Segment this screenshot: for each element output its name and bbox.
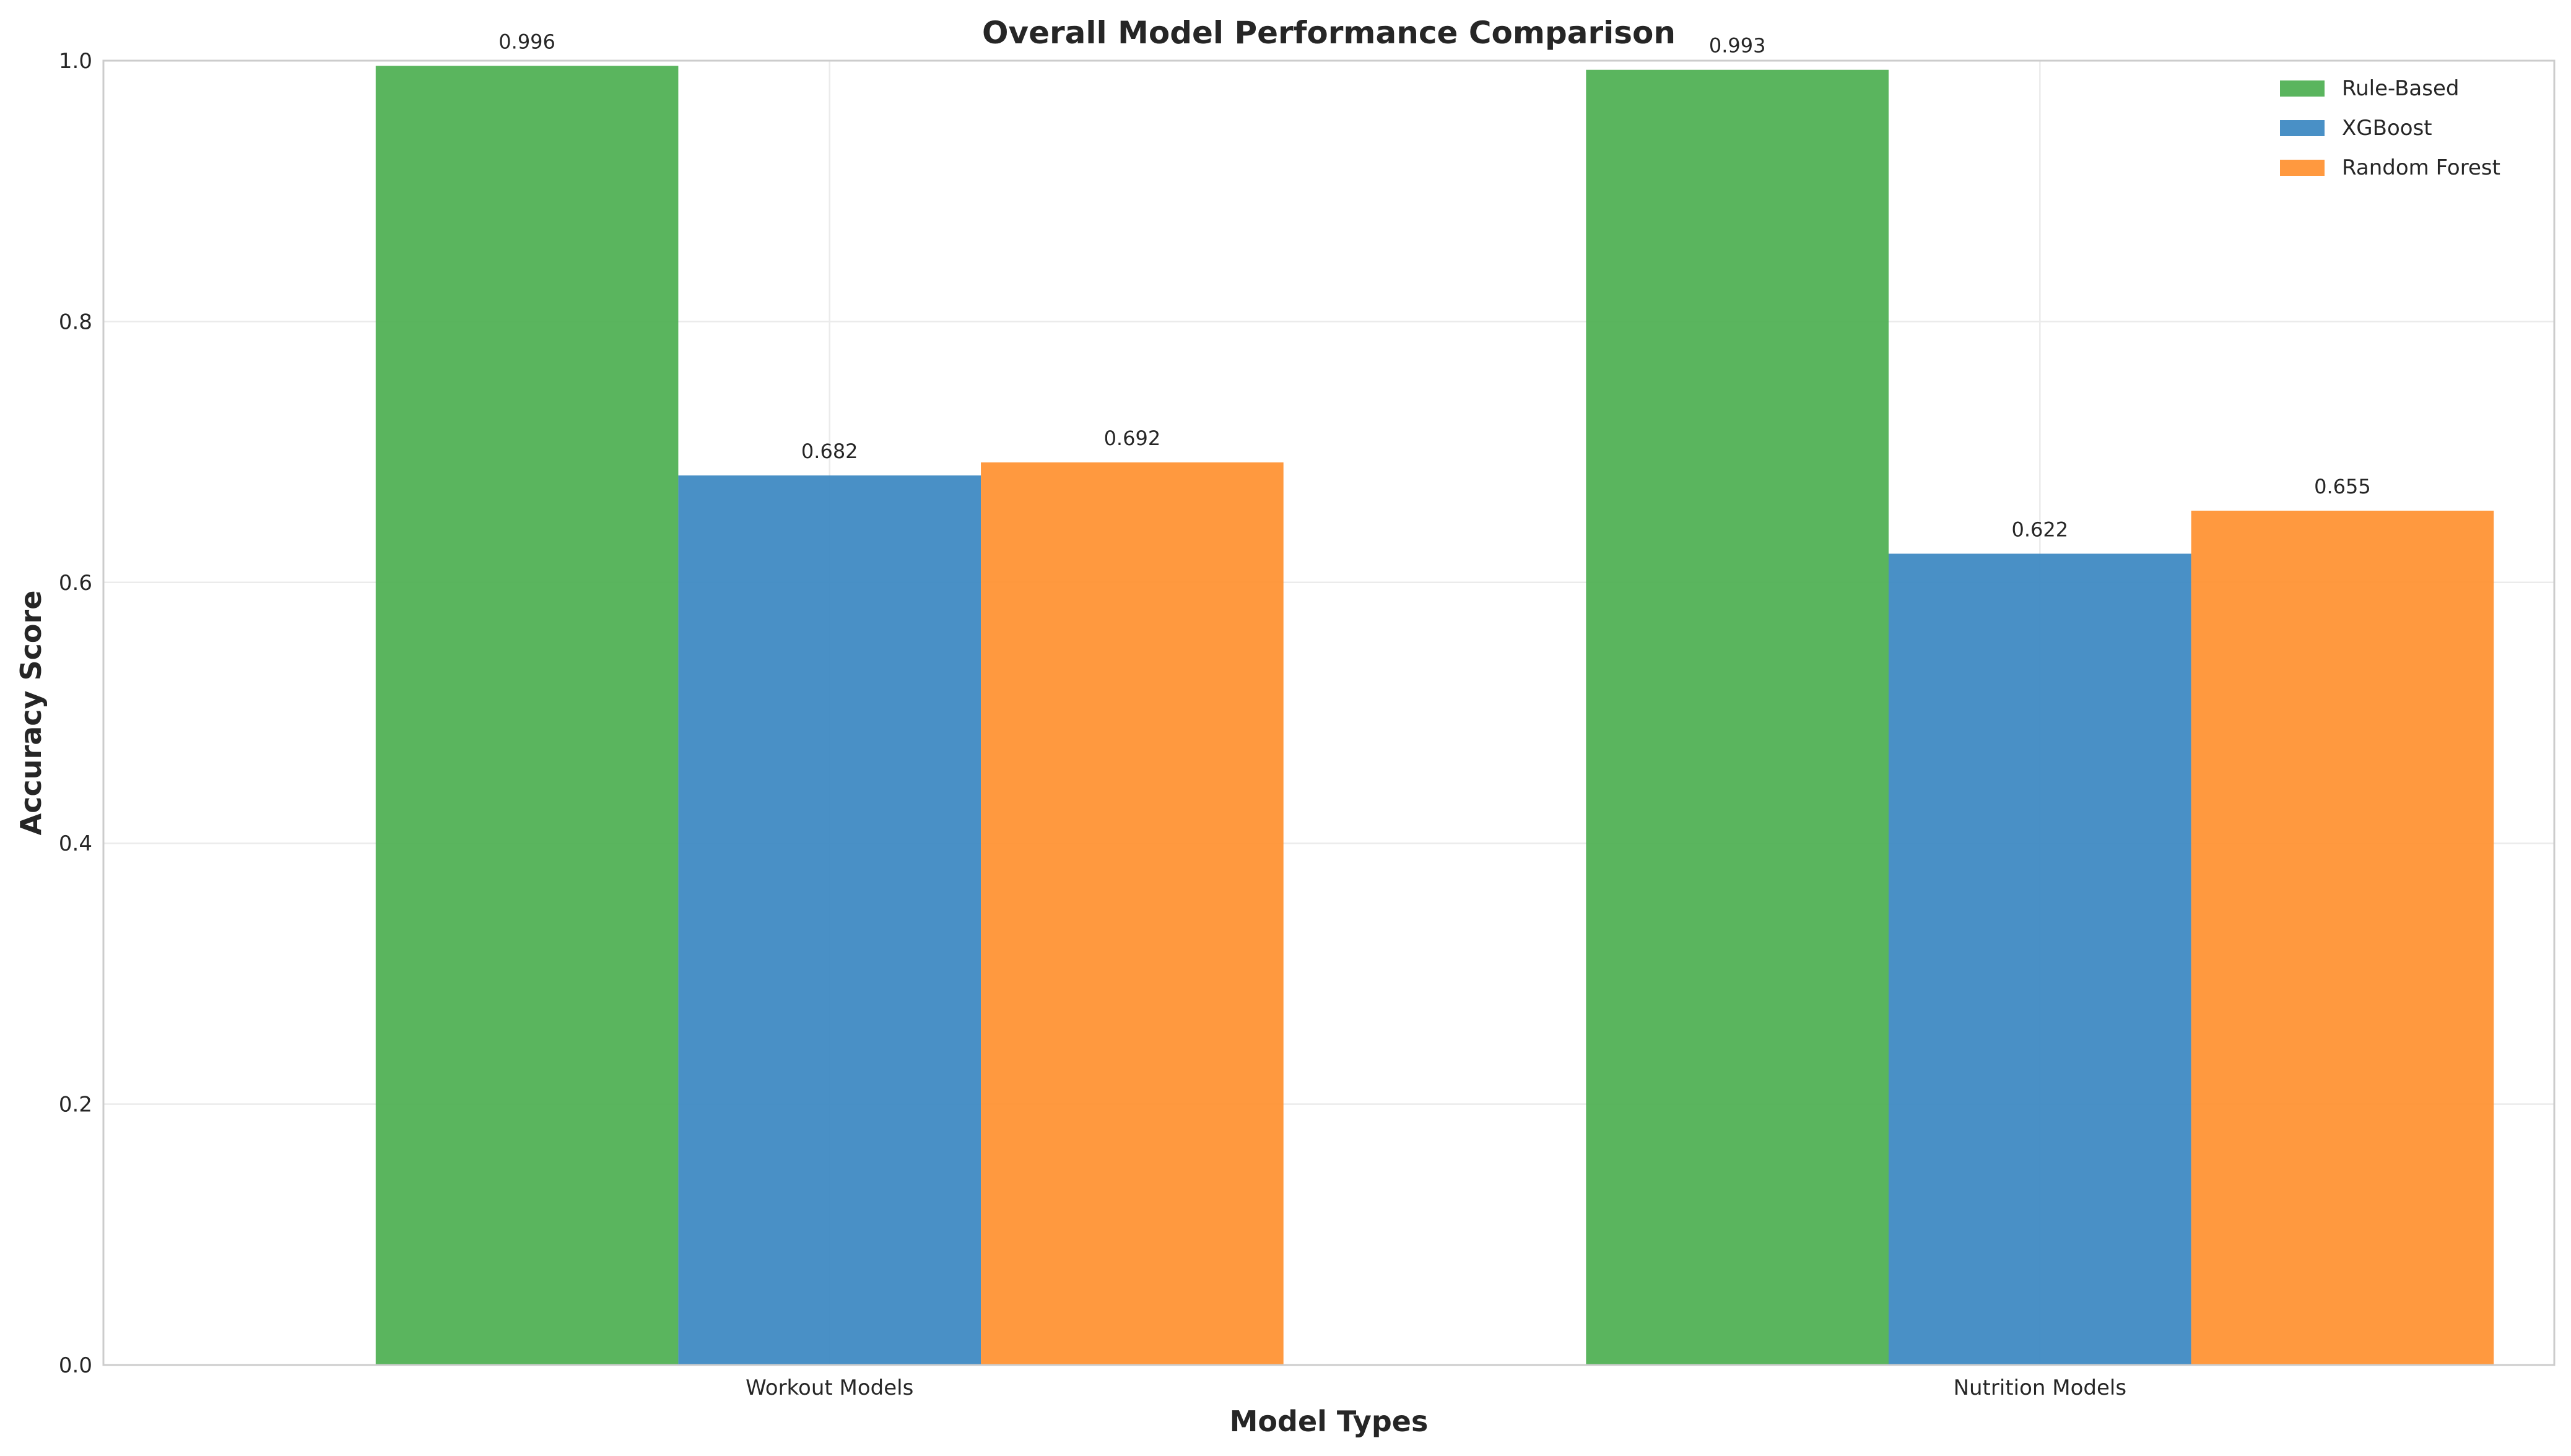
x-tick-label: Workout Models — [746, 1376, 913, 1400]
bar-random-forest — [2191, 510, 2494, 1365]
bar-value-label: 0.682 — [801, 440, 858, 463]
bar-random-forest — [981, 462, 1284, 1365]
data-labels: 0.996 0.993 0.682 0.622 0.692 0.655 — [498, 30, 2370, 541]
legend-label: Rule-Based — [2342, 76, 2459, 101]
legend-swatch — [2280, 80, 2325, 97]
y-tick-label: 0.2 — [59, 1093, 92, 1117]
y-tick-label: 0.4 — [59, 831, 92, 856]
legend-label: Random Forest — [2342, 155, 2500, 180]
bar-rule-based — [375, 66, 679, 1366]
y-axis-title: Accuracy Score — [14, 591, 48, 836]
bar-value-label: 0.655 — [2314, 475, 2371, 498]
legend: Rule-Based XGBoost Random Forest — [2280, 76, 2500, 180]
bar-xgboost — [1888, 553, 2191, 1365]
bar-value-label: 0.692 — [1104, 427, 1161, 450]
y-tick-label: 0.6 — [59, 571, 92, 596]
x-axis-ticks: Workout Models Nutrition Models — [746, 1376, 2126, 1400]
x-tick-label: Nutrition Models — [1954, 1376, 2126, 1400]
plot-frame — [102, 59, 2556, 1366]
bar-xgboost — [678, 475, 981, 1365]
bars — [375, 66, 2494, 1366]
bar-value-label: 0.996 — [498, 30, 555, 53]
bar-rule-based — [1586, 69, 1889, 1365]
legend-swatch — [2280, 160, 2325, 176]
y-axis-ticks: 0.0 0.2 0.4 0.6 0.8 1.0 — [59, 49, 92, 1378]
x-axis-title: Model Types — [1230, 1405, 1429, 1438]
y-tick-label: 0.8 — [59, 310, 92, 334]
legend-label: XGBoost — [2342, 116, 2432, 141]
legend-swatch — [2280, 120, 2325, 136]
bar-value-label: 0.993 — [1709, 34, 1766, 58]
chart-title: Overall Model Performance Comparison — [982, 15, 1676, 51]
y-tick-label: 0.0 — [59, 1353, 92, 1378]
bar-value-label: 0.622 — [2012, 518, 2069, 541]
y-tick-label: 1.0 — [59, 49, 92, 74]
